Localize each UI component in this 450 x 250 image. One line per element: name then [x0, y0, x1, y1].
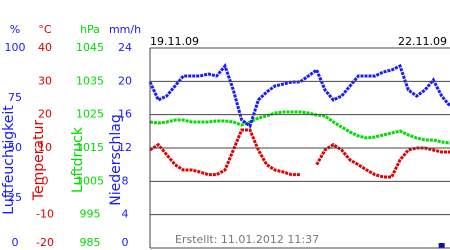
- series-line: [148, 63, 450, 129]
- y-tick-label: 0: [122, 236, 129, 249]
- y-tick-label: 1015: [76, 141, 104, 154]
- y-tick-label: 1045: [76, 41, 104, 54]
- y-tick-label: 1025: [76, 108, 104, 121]
- y-tick-label: 25: [8, 191, 22, 204]
- y-tick-label: 24: [118, 41, 132, 54]
- axis-title: Temperatur: [31, 120, 47, 202]
- y-tick-label: 16: [118, 108, 132, 121]
- y-tick-label: 20: [38, 108, 52, 121]
- y-tick-label: 75: [8, 91, 22, 104]
- axis-unit: °C: [38, 23, 52, 36]
- y-tick-label: 30: [38, 74, 52, 87]
- y-tick-label: 10: [38, 141, 52, 154]
- axis-unit: hPa: [80, 23, 100, 36]
- y-tick-label: 4: [122, 208, 129, 221]
- axis-title: Niederschlag: [108, 114, 124, 205]
- y-tick-label: 0: [12, 236, 19, 249]
- y-tick-label: -20: [36, 236, 54, 249]
- y-tick-label: 995: [80, 208, 101, 221]
- start-date: 19.11.09: [150, 35, 199, 48]
- y-tick-label: 1035: [76, 74, 104, 87]
- y-tick-label: 8: [122, 174, 129, 187]
- y-tick-label: 0: [42, 174, 49, 187]
- axis-unit: mm/h: [109, 23, 141, 36]
- series-line: [315, 142, 450, 179]
- y-tick-label: 100: [5, 41, 26, 54]
- y-tick-label: 40: [38, 41, 52, 54]
- y-tick-label: 20: [118, 74, 132, 87]
- y-tick-label: 50: [8, 141, 22, 154]
- end-date: 22.11.09: [398, 35, 447, 48]
- y-tick-label: 12: [118, 141, 132, 154]
- axis-unit: %: [10, 23, 20, 36]
- series-line: [149, 110, 450, 145]
- y-tick-label: -10: [36, 208, 54, 221]
- y-tick-label: 985: [80, 236, 101, 249]
- footer: Erstellt: 11.01.2012 11:37: [175, 233, 319, 246]
- precip-bar: [438, 243, 445, 248]
- y-tick-label: 1005: [76, 174, 104, 187]
- axis-title: Luftfeuchtigkeit: [1, 105, 17, 215]
- axis-title: Luftdruck: [70, 126, 86, 193]
- series-line: [149, 128, 300, 177]
